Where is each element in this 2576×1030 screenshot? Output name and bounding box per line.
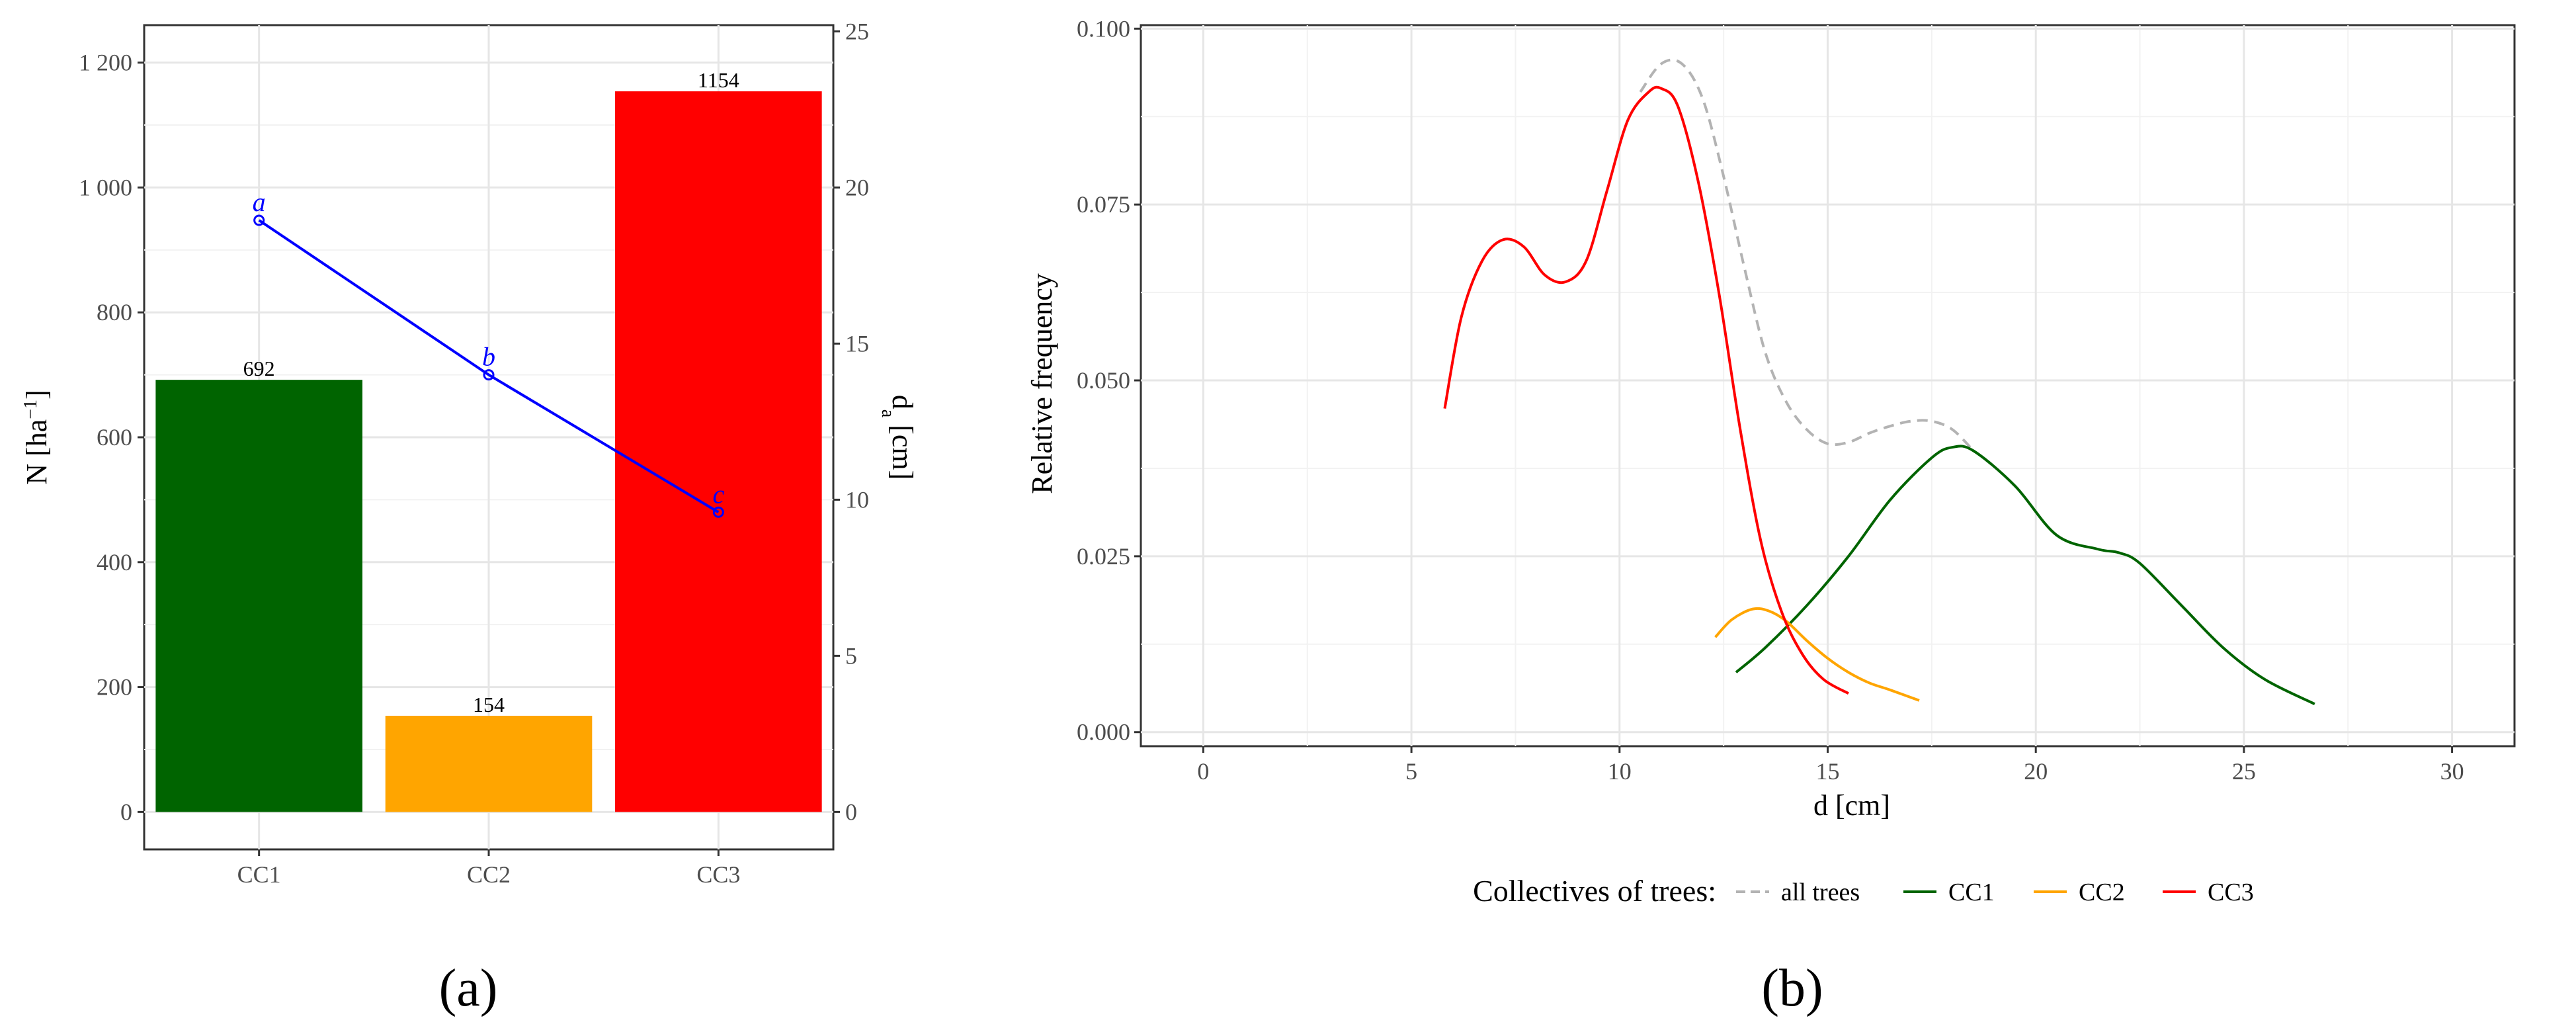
y2-tick-label: 5 (845, 642, 857, 669)
x-tick-label: CC2 (467, 861, 511, 888)
panel-a-y-axis-label: N [ha−1] (21, 390, 54, 484)
panel-b-line-chart: 0.000 0.025 0.050 0.075 0.100 0 5 10 15 20 25 30 R… (1026, 15, 2516, 1017)
bar-cc1 (155, 380, 362, 812)
bar-cc3 (615, 91, 822, 812)
y-tick-label: 400 (97, 549, 132, 576)
panel-a-bars: 692 154 1154 (155, 68, 822, 812)
significance-letter: b (482, 342, 495, 372)
panel-a-caption: (a) (439, 959, 498, 1017)
panel-b-gridlines (1141, 25, 2514, 746)
x-tick-label: 5 (1405, 758, 1417, 785)
mean-diameter-point (712, 506, 724, 518)
x-tick-label: 15 (1816, 758, 1840, 785)
y-tick-label: 1 000 (79, 174, 132, 200)
x-tick-label: 20 (2024, 758, 2048, 785)
y2-tick-label: 25 (845, 18, 869, 44)
x-tick-label: 30 (2440, 758, 2464, 785)
x-tick-label: CC1 (237, 861, 281, 888)
panel-b-legend: Collectives of trees: all trees CC1 CC2 CC3 (1473, 874, 2254, 908)
panel-a-mean-diameter-line: a b c (253, 187, 724, 518)
y-tick-label: 1 200 (79, 50, 132, 76)
y-tick-label: 0 (120, 798, 132, 825)
panel-b-density-lines (1443, 58, 2315, 705)
bar-value-label: 154 (473, 693, 505, 716)
x-tick-label: 10 (1608, 758, 1632, 785)
panel-b-caption: (b) (1761, 959, 1823, 1017)
panel-b-x-axis-ticks: 0 5 10 15 20 25 30 (1197, 746, 2464, 785)
legend-title: Collectives of trees: (1473, 874, 1716, 908)
panel-a-left-axis-ticks: 0 200 400 600 800 1 000 1 200 (79, 50, 144, 825)
legend-label: all trees (1781, 879, 1860, 906)
legend-label: CC2 (2079, 879, 2125, 906)
x-tick-label: CC3 (696, 861, 740, 888)
panel-a-x-axis-ticks: CC1 CC2 CC3 (237, 849, 740, 888)
bar-value-label: 692 (243, 357, 275, 380)
significance-letter: a (253, 187, 266, 217)
y-tick-label: 200 (97, 674, 132, 701)
y-tick-label: 600 (97, 424, 132, 451)
panel-b-y-axis-ticks: 0.000 0.025 0.050 0.075 0.100 (1077, 15, 1141, 746)
y-tick-label: 0.000 (1077, 719, 1130, 746)
y2-tick-label: 0 (845, 798, 857, 825)
panel-b-x-axis-label: d [cm] (1813, 789, 1890, 822)
legend-label: CC1 (1948, 879, 1995, 906)
density-line-cc3 (1443, 85, 1849, 695)
y-tick-label: 0.100 (1077, 15, 1130, 42)
y2-tick-label: 10 (845, 486, 869, 513)
panel-a-right-axis-label: da [cm] (878, 395, 919, 480)
density-line-cc2 (1714, 607, 1920, 702)
bar-value-label: 1154 (698, 68, 739, 92)
y-tick-label: 0.075 (1077, 191, 1130, 218)
significance-letter: c (712, 479, 724, 509)
y2-tick-label: 20 (845, 174, 869, 200)
bar-cc2 (385, 715, 593, 812)
panel-a-right-axis-ticks: 0 5 10 15 20 25 (833, 18, 869, 825)
y-tick-label: 800 (97, 299, 132, 325)
x-tick-label: 25 (2232, 758, 2256, 785)
mean-diameter-line (258, 219, 720, 513)
panel-b-y-axis-label: Relative frequency (1026, 273, 1058, 494)
density-line-cc1 (1735, 445, 2315, 705)
x-tick-label: 0 (1197, 758, 1209, 785)
y2-tick-label: 15 (845, 330, 869, 357)
legend-label: CC3 (2208, 879, 2254, 906)
y-tick-label: 0.050 (1077, 367, 1130, 394)
mean-diameter-point (483, 369, 495, 381)
mean-diameter-point (253, 214, 265, 226)
y-tick-label: 0.025 (1077, 543, 1130, 570)
